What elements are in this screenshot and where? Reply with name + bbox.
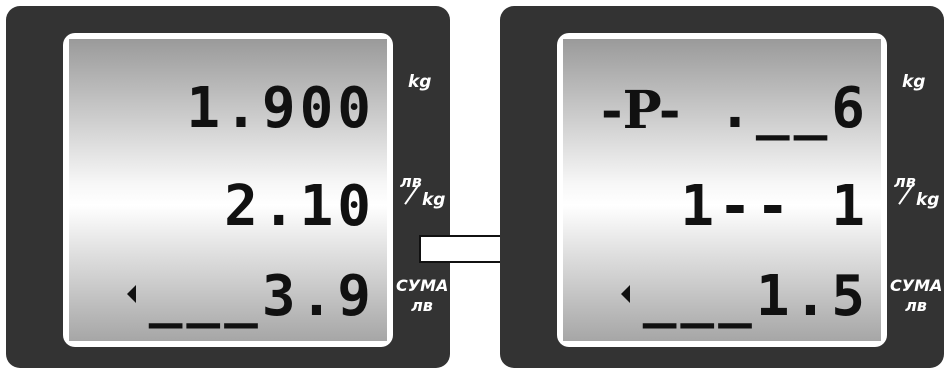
total-sum-readout: ___3.9 [148,264,375,329]
unit-label-kg-denominator: kg [422,190,446,210]
weight-readout: 1.900 [186,76,375,141]
scale-display-after: -P- .__6 1-- 1 ___1.5 kg лв kg СУМА лв [500,6,944,368]
unit-label-kg-denominator: kg [916,190,940,210]
unit-label-kg: kg [902,72,926,92]
unit-label-sum-currency: лв [905,296,927,315]
unit-label-price-per-kg: лв kg [892,174,942,212]
left-triangle-icon [621,285,630,303]
unit-label-sum: СУМА [890,276,943,295]
weight-readout: .__6 [718,76,869,141]
unit-label-total: СУМА лв [890,278,942,314]
unit-label-price-per-kg: лв kg [398,174,448,212]
unit-price-readout: 1-- 1 [680,174,869,239]
lcd-frame: 1.900 2.10 ___3.9 [63,33,393,347]
unit-label-currency: лв [894,172,916,191]
unit-label-total: СУМА лв [396,278,448,314]
unit-label-sum-currency: лв [411,296,433,315]
mode-indicator: -P- [601,80,681,141]
lcd-frame: -P- .__6 1-- 1 ___1.5 [557,33,887,347]
unit-price-readout: 2.10 [224,174,375,239]
lcd-screen: -P- .__6 1-- 1 ___1.5 [563,39,881,341]
unit-label-kg: kg [408,72,432,92]
lcd-screen: 1.900 2.10 ___3.9 [69,39,387,341]
left-triangle-icon [127,285,136,303]
total-sum-readout: ___1.5 [642,264,869,329]
scale-display-before: 1.900 2.10 ___3.9 kg лв kg СУМА лв [6,6,450,368]
unit-label-sum: СУМА [396,276,449,295]
unit-label-currency: лв [400,172,422,191]
